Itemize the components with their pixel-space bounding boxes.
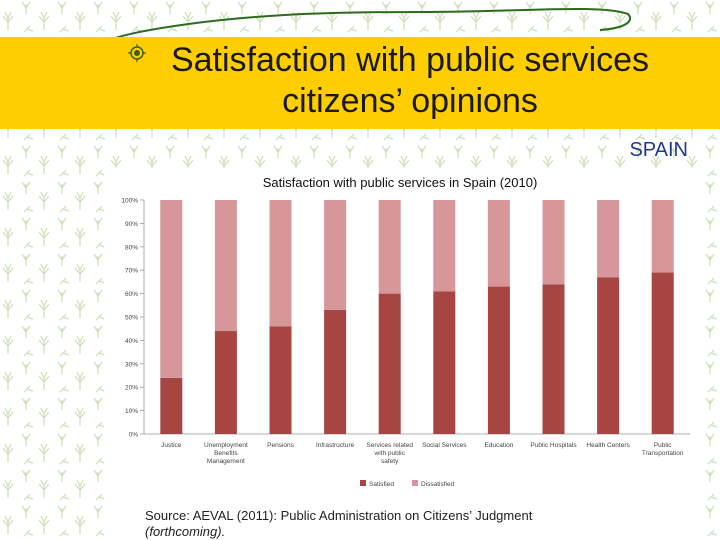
chart-title: Satisfaction with public services in Spa… [263,175,538,190]
source-text: Source: AEVAL (2011): Public Administrat… [145,508,533,523]
bar-dissatisfied [160,200,183,378]
bar-satisfied [378,293,401,434]
bar-dissatisfied [542,200,565,285]
bullet-icon [128,44,146,62]
x-tick-label: Unemployment Benefits Management [204,442,248,465]
source-citation: Source: AEVAL (2011): Public Administrat… [145,508,665,540]
stacked-bar-chart: Satisfaction with public services in Spa… [121,175,690,488]
legend-label-satisfied: Satisfied [369,481,394,488]
bar-satisfied [214,331,237,434]
bar-dissatisfied [597,200,620,278]
source-panel [104,494,700,540]
y-tick-label: 90% [125,221,138,228]
x-tick-label: Social Services [422,442,467,449]
y-tick-label: 0% [129,432,139,439]
bar-satisfied [160,377,183,434]
bar-dissatisfied [269,200,292,327]
x-tick-label: Health Centers [586,442,630,449]
legend-swatch-satisfied [360,480,366,486]
bar-satisfied [324,309,347,434]
bar-dissatisfied [378,200,401,294]
y-tick-label: 30% [125,361,138,368]
bar-satisfied [597,277,620,434]
x-tick-label: Education [484,442,513,449]
x-tick-label: Infrastructure [316,442,355,449]
y-tick-label: 10% [125,408,138,415]
bar-satisfied [542,284,565,434]
bar-satisfied [433,291,456,434]
y-tick-label: 100% [121,198,138,205]
y-tick-label: 60% [125,291,138,298]
legend-label-dissatisfied: Dissatisfied [421,481,455,488]
bar-dissatisfied [324,200,347,310]
y-tick-label: 70% [125,268,138,275]
title-band [0,37,720,129]
x-tick-label: Justice [161,442,182,449]
bar-dissatisfied [214,200,237,332]
y-tick-label: 80% [125,244,138,251]
slide-title-line-2: citizens’ opinions [282,82,538,120]
x-tick-label: Pensions [267,442,294,449]
x-tick-label: Public Transportation [642,442,684,457]
y-tick-label: 40% [125,338,138,345]
bar-dissatisfied [433,200,456,292]
bar-satisfied [651,272,674,434]
slide-title-line-1: Satisfaction with public services [170,41,650,79]
chart-panel: Satisfaction with public services in Spa… [104,168,700,494]
y-tick-label: 20% [125,385,138,392]
x-tick-label: Public Hospitals [530,442,577,449]
country-label: SPAIN [629,139,688,161]
bar-dissatisfied [651,200,674,273]
y-tick-label: 50% [125,315,138,322]
x-tick-label: Services related with public safety [366,442,413,465]
bar-satisfied [487,286,510,434]
legend-swatch-dissatisfied [412,480,418,486]
source-note: (forthcoming). [145,524,226,539]
bar-satisfied [269,326,292,434]
slide-title: Satisfaction with public services citize… [140,40,680,122]
bar-dissatisfied [487,200,510,287]
